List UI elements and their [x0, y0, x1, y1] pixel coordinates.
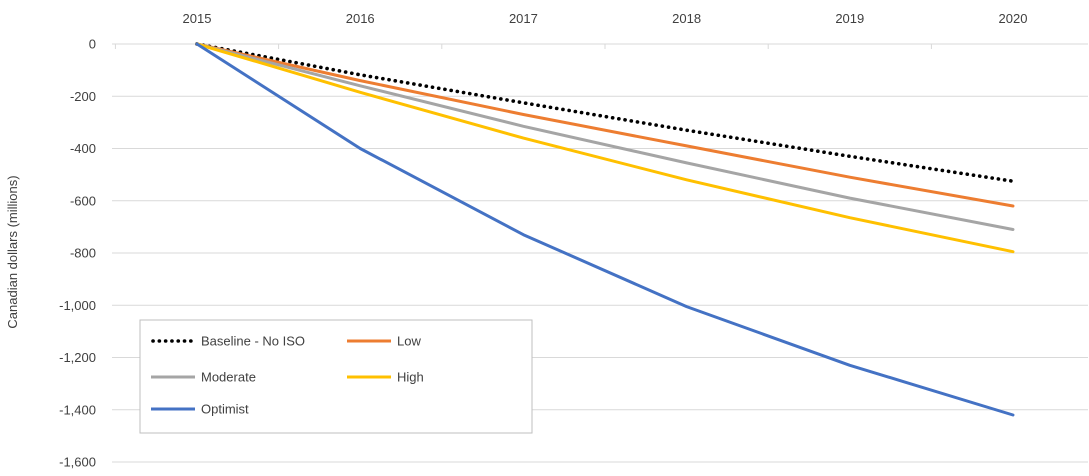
y-tick-label: -1,600: [59, 455, 96, 470]
y-tick-label: -1,200: [59, 350, 96, 365]
legend-label: Optimist: [201, 402, 249, 417]
legend-item: Optimist: [151, 402, 249, 417]
y-tick-label: -200: [70, 89, 96, 104]
series-line-optimist: [195, 42, 1015, 417]
legend-item: Moderate: [151, 370, 256, 385]
series-line-moderate: [195, 42, 1015, 231]
legend-box: [139, 319, 533, 434]
legend-label: Baseline - No ISO: [201, 334, 305, 349]
series-line-baseline-no-iso: [195, 42, 1015, 183]
y-tick-label: -400: [70, 141, 96, 156]
legend-label: High: [397, 370, 424, 385]
x-tick-label: 2018: [672, 11, 701, 26]
legend-item: High: [347, 370, 424, 385]
y-tick-label: 0: [89, 37, 96, 52]
legend: Baseline - No ISO Low Moderate High Optimist: [139, 319, 533, 434]
legend-item: Baseline - No ISO: [151, 334, 305, 349]
y-tick-label: -1,400: [59, 402, 96, 417]
y-tick-label: -800: [70, 246, 96, 261]
y-axis-title: Canadian dollars (millions): [5, 175, 20, 328]
x-tick-label: 2015: [183, 11, 212, 26]
x-tick-label: 2017: [509, 11, 538, 26]
y-tick-label: -600: [70, 193, 96, 208]
series-line-high: [195, 42, 1015, 254]
x-tick-label: 2019: [835, 11, 864, 26]
legend-label: Moderate: [201, 370, 256, 385]
x-tick-label: 2020: [999, 11, 1028, 26]
axes: 0 -200 -400 -600 -800 -1,000 -1,200 -1,400 -1,60…: [59, 11, 1028, 470]
series-line-low: [195, 42, 1015, 208]
legend-label: Low: [397, 334, 421, 349]
legend-item: Low: [347, 334, 421, 349]
series-lines: [195, 42, 1015, 417]
x-tick-label: 2016: [346, 11, 375, 26]
y-tick-label: -1,000: [59, 298, 96, 313]
